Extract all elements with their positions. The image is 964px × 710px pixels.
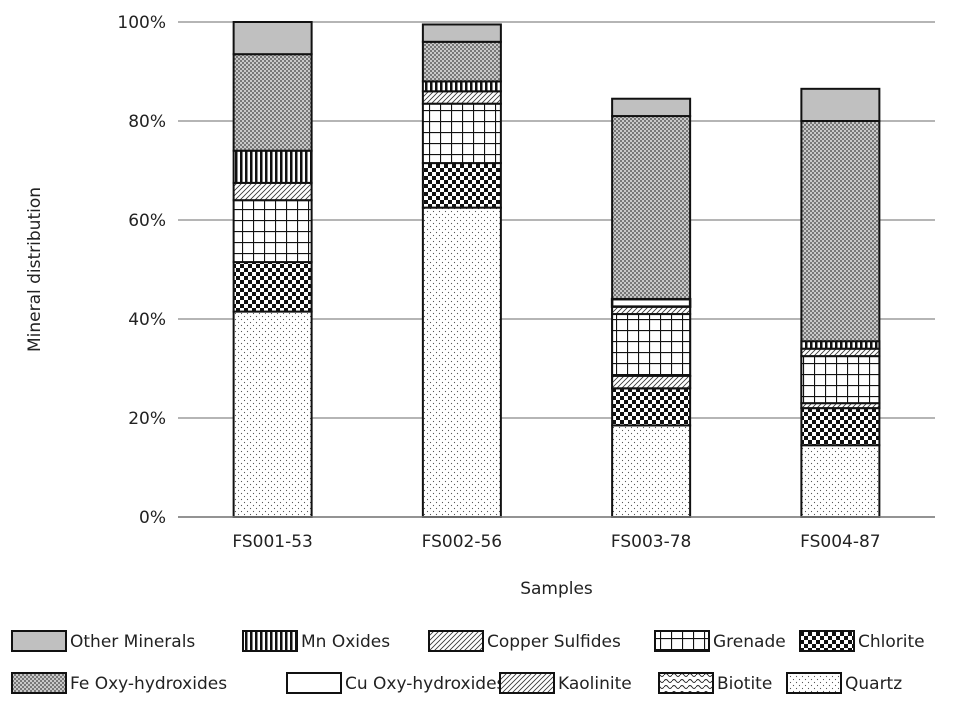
bar-FS004-87 — [800, 87, 881, 519]
bar-segment-fe-oxy-hydroxides — [421, 40, 502, 83]
bar-segment-chlorite — [421, 162, 502, 209]
bar-FS001-53 — [232, 21, 313, 519]
legend-label: Quartz — [845, 674, 902, 694]
bar-segment-copper-sulfides — [232, 181, 313, 202]
x-tick-label: FS004-87 — [800, 532, 880, 552]
legend-label: Kaolinite — [558, 674, 632, 694]
y-tick-label: 100% — [117, 13, 166, 33]
legend-item-quartz: Quartz — [786, 672, 902, 694]
bar-segment-chlorite — [800, 407, 881, 447]
legend-label: Chlorite — [858, 632, 925, 652]
legend-label: Copper Sulfides — [487, 632, 621, 652]
x-tick-label: FS003-78 — [611, 532, 691, 552]
legend-item-copper-sulfides: Copper Sulfides — [428, 630, 621, 652]
legend-swatch — [286, 672, 342, 694]
legend-item-mn-oxides: Mn Oxides — [242, 630, 390, 652]
legend-label: Grenade — [713, 632, 786, 652]
y-tick-label: 20% — [128, 409, 166, 429]
bar-segment-kaolinite — [611, 374, 692, 390]
legend-label: Biotite — [717, 674, 772, 694]
x-tick-label: FS002-56 — [422, 532, 502, 552]
y-tick-label: 40% — [128, 310, 166, 330]
bar-segment-fe-oxy-hydroxides — [232, 53, 313, 152]
bar-segment-copper-sulfides — [800, 347, 881, 358]
legend-item-chlorite: Chlorite — [799, 630, 925, 652]
x-axis-title: Samples — [520, 579, 593, 599]
bar-segment-grenade — [232, 199, 313, 264]
bar-segment-chlorite — [232, 261, 313, 313]
legend-swatch — [654, 630, 710, 652]
bar-segment-quartz — [800, 444, 881, 519]
bar-FS002-56 — [421, 23, 502, 518]
legend-item-fe-oxy-hydroxides: Fe Oxy-hydroxides — [11, 672, 227, 694]
bar-segment-grenade — [800, 355, 881, 405]
legend-swatch — [786, 672, 842, 694]
legend-swatch — [428, 630, 484, 652]
legend-item-kaolinite: Kaolinite — [499, 672, 632, 694]
legend-label: Fe Oxy-hydroxides — [70, 674, 227, 694]
y-tick-label: 0% — [139, 508, 166, 528]
x-tick-label: FS001-53 — [232, 532, 312, 552]
legend-label: Cu Oxy-hydroxides — [345, 674, 506, 694]
bar-segment-quartz — [611, 424, 692, 518]
bar-segment-mn-oxides — [421, 80, 502, 93]
bar-FS003-78 — [610, 97, 692, 518]
legend-swatch — [11, 630, 67, 652]
legend-swatch — [658, 672, 714, 694]
legend-swatch — [499, 672, 555, 694]
bar-segment-grenade — [611, 313, 692, 377]
y-tick-label: 80% — [128, 112, 166, 132]
y-tick-label: 60% — [128, 211, 166, 231]
legend-label: Other Minerals — [70, 632, 195, 652]
y-axis-title: Mineral distribution — [25, 187, 45, 352]
bar-segment-other-minerals — [800, 87, 881, 122]
bar-segment-mn-oxides — [800, 340, 881, 350]
legend-swatch — [799, 630, 855, 652]
bar-segment-grenade — [421, 102, 502, 165]
legend-swatch — [242, 630, 298, 652]
bar-segment-copper-sulfides — [421, 90, 502, 105]
bar-segment-other-minerals — [611, 97, 692, 118]
legend-swatch — [11, 672, 67, 694]
bar-segment-other-minerals — [232, 21, 313, 56]
legend-item-grenade: Grenade — [654, 630, 786, 652]
bar-segment-quartz — [232, 310, 313, 519]
bar-segment-other-minerals — [421, 23, 502, 43]
legend-item-biotite: Biotite — [658, 672, 772, 694]
legend-label: Mn Oxides — [301, 632, 390, 652]
legend-item-cu-oxy-hydroxides: Cu Oxy-hydroxides — [286, 672, 506, 694]
bar-segment-quartz — [421, 206, 502, 518]
bar-segment-mn-oxides — [232, 149, 313, 184]
bar-segment-chlorite — [611, 387, 692, 427]
legend-item-other-minerals: Other Minerals — [11, 630, 195, 652]
bar-segment-cu-oxy-hydroxides — [610, 297, 692, 308]
